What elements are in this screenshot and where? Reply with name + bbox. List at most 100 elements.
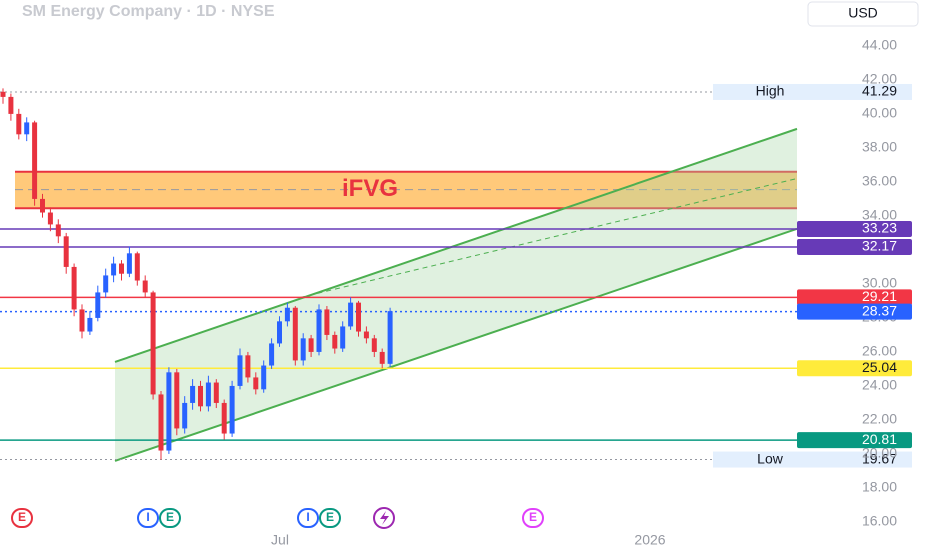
y-tick-label: 38.00 [862,139,897,155]
level-box [797,360,912,377]
candle-body [87,317,93,332]
event-badge[interactable] [159,508,181,528]
candle-body [111,263,117,276]
low-label: Low [757,450,784,466]
low-box [713,451,912,468]
candle-body [79,309,85,332]
level-box [797,221,912,238]
candle-body [387,311,393,364]
candle-body [300,338,306,361]
level-label: 29.21 [862,288,897,304]
event-label: E [529,510,537,524]
candle-body [340,326,346,349]
event-badge[interactable] [137,508,159,528]
candle-body [8,96,14,114]
y-tick-label: 22.00 [862,411,897,427]
candle-body [284,307,290,322]
high-value: 41.29 [862,83,897,99]
event-badge[interactable] [319,508,341,528]
candle-body [198,385,203,407]
level-box [797,289,912,306]
candle-body [356,302,361,332]
candle-body [205,382,211,407]
candle-body [142,280,148,293]
fvg-label: iFVG [342,175,398,202]
y-tick-label: 44.00 [862,37,897,53]
chart-title: SM Energy Company · 1D · NYSE [22,3,275,20]
candle-body [190,385,196,403]
currency[interactable]: USD [848,5,878,21]
candle-body [245,355,251,378]
event-label: E [166,510,174,524]
event-label: E [326,510,334,524]
x-tick-label: 2026 [634,532,665,548]
candle-body [371,338,377,352]
dividend-icon [380,511,389,525]
y-tick-label: 30.00 [862,275,897,291]
candle-body [348,302,354,327]
candle-body [55,224,61,237]
candle-body [324,309,330,335]
y-tick-label: 24.00 [862,377,897,393]
candle-body [40,198,45,213]
candle-body [47,212,53,225]
event-badge[interactable] [11,508,33,528]
level-box [797,432,912,449]
channel-fill [115,128,797,461]
y-tick-label: 36.00 [862,173,897,189]
candle-body [363,331,369,339]
candle-body [134,253,140,281]
y-tick-label: 34.00 [862,207,897,223]
channel-lower [114,227,798,462]
candle-body [316,309,322,352]
low-value: 19.67 [862,450,897,466]
candle-body [0,91,6,97]
level-box [797,239,912,256]
candle-body [95,292,101,318]
level-label: 25.04 [862,359,897,375]
event-label: E [18,510,26,524]
y-tick-label: 26.00 [862,343,897,359]
y-tick-label: 20.00 [862,445,897,461]
candle-body [24,122,30,135]
high-label: High [756,83,785,99]
candle-body [253,377,259,390]
candle-body [332,334,338,349]
candle-body [119,263,124,274]
y-tick-label: 16.00 [862,513,897,529]
channel-mid [299,178,798,299]
level-label: 32.17 [862,238,897,254]
candle-body [16,113,22,135]
level-label: 20.81 [862,431,897,447]
candle-body [261,365,267,390]
level-box [797,303,912,320]
candle-body [150,292,156,395]
candle-body [103,275,109,293]
candle-body [379,351,385,364]
candle-body [292,307,298,361]
event-label: I [146,510,149,524]
currency-box[interactable] [807,1,919,27]
candle-body [166,372,172,451]
y-tick-label: 40.00 [862,105,897,121]
candle-body [269,343,275,366]
candle-body [277,321,282,344]
y-tick-label: 18.00 [862,479,897,495]
candle-body [71,266,77,310]
candle-body [229,385,235,434]
level-label: 28.37 [862,302,897,318]
candle-body [221,402,227,434]
candle-body [63,236,69,267]
candle-body [182,402,188,429]
event-label: I [306,510,309,524]
candle-body [237,355,243,386]
x-tick-label: Jul [271,532,289,548]
level-label: 33.23 [862,220,897,236]
high-box [713,83,912,100]
event-badge[interactable] [522,508,544,528]
candle-body [32,122,38,199]
event-badge[interactable] [297,508,319,528]
y-tick-label: 42.00 [862,71,897,87]
candle-body [126,253,132,274]
channel-upper [114,127,798,363]
